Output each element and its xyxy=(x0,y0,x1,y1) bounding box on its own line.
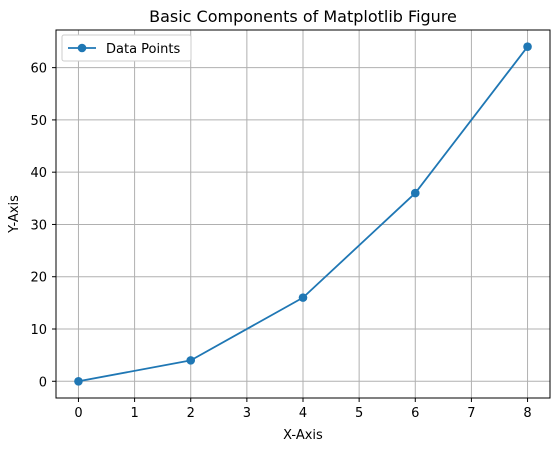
data-point xyxy=(523,42,532,52)
chart-title: Basic Components of Matplotlib Figure xyxy=(149,7,457,26)
y-tick-label: 10 xyxy=(30,323,47,338)
x-tick-label: 0 xyxy=(74,406,82,421)
y-tick-label: 40 xyxy=(30,166,47,181)
y-tick-label: 0 xyxy=(39,375,47,390)
x-tick-label: 5 xyxy=(355,406,363,421)
y-ticks: 0 10 20 30 40 50 60 xyxy=(30,62,56,390)
data-point xyxy=(410,188,420,198)
legend-series-label: Data Points xyxy=(106,42,180,57)
x-tick-label: 3 xyxy=(243,406,251,421)
grid-lines xyxy=(56,30,550,398)
data-point xyxy=(74,376,83,386)
legend-marker-sample xyxy=(77,43,87,53)
y-axis-label: Y-Axis xyxy=(7,195,22,234)
x-ticks: 0 1 2 3 4 5 6 7 8 xyxy=(74,398,532,421)
x-tick-label: 4 xyxy=(299,406,307,421)
y-tick-label: 20 xyxy=(30,271,47,286)
x-axis-label: X-Axis xyxy=(283,428,323,443)
y-tick-label: 60 xyxy=(30,62,47,77)
data-point xyxy=(298,293,308,302)
y-tick-label: 30 xyxy=(30,218,47,233)
x-tick-label: 2 xyxy=(187,406,195,421)
x-tick-label: 7 xyxy=(467,406,475,421)
series-layer xyxy=(74,42,532,386)
y-tick-label: 50 xyxy=(30,114,47,129)
legend-box xyxy=(61,34,192,62)
data-point xyxy=(186,356,196,365)
legend: Data Points xyxy=(61,34,192,62)
x-tick-label: 8 xyxy=(523,406,531,421)
x-tick-label: 1 xyxy=(130,406,138,421)
x-tick-label: 6 xyxy=(411,406,419,421)
